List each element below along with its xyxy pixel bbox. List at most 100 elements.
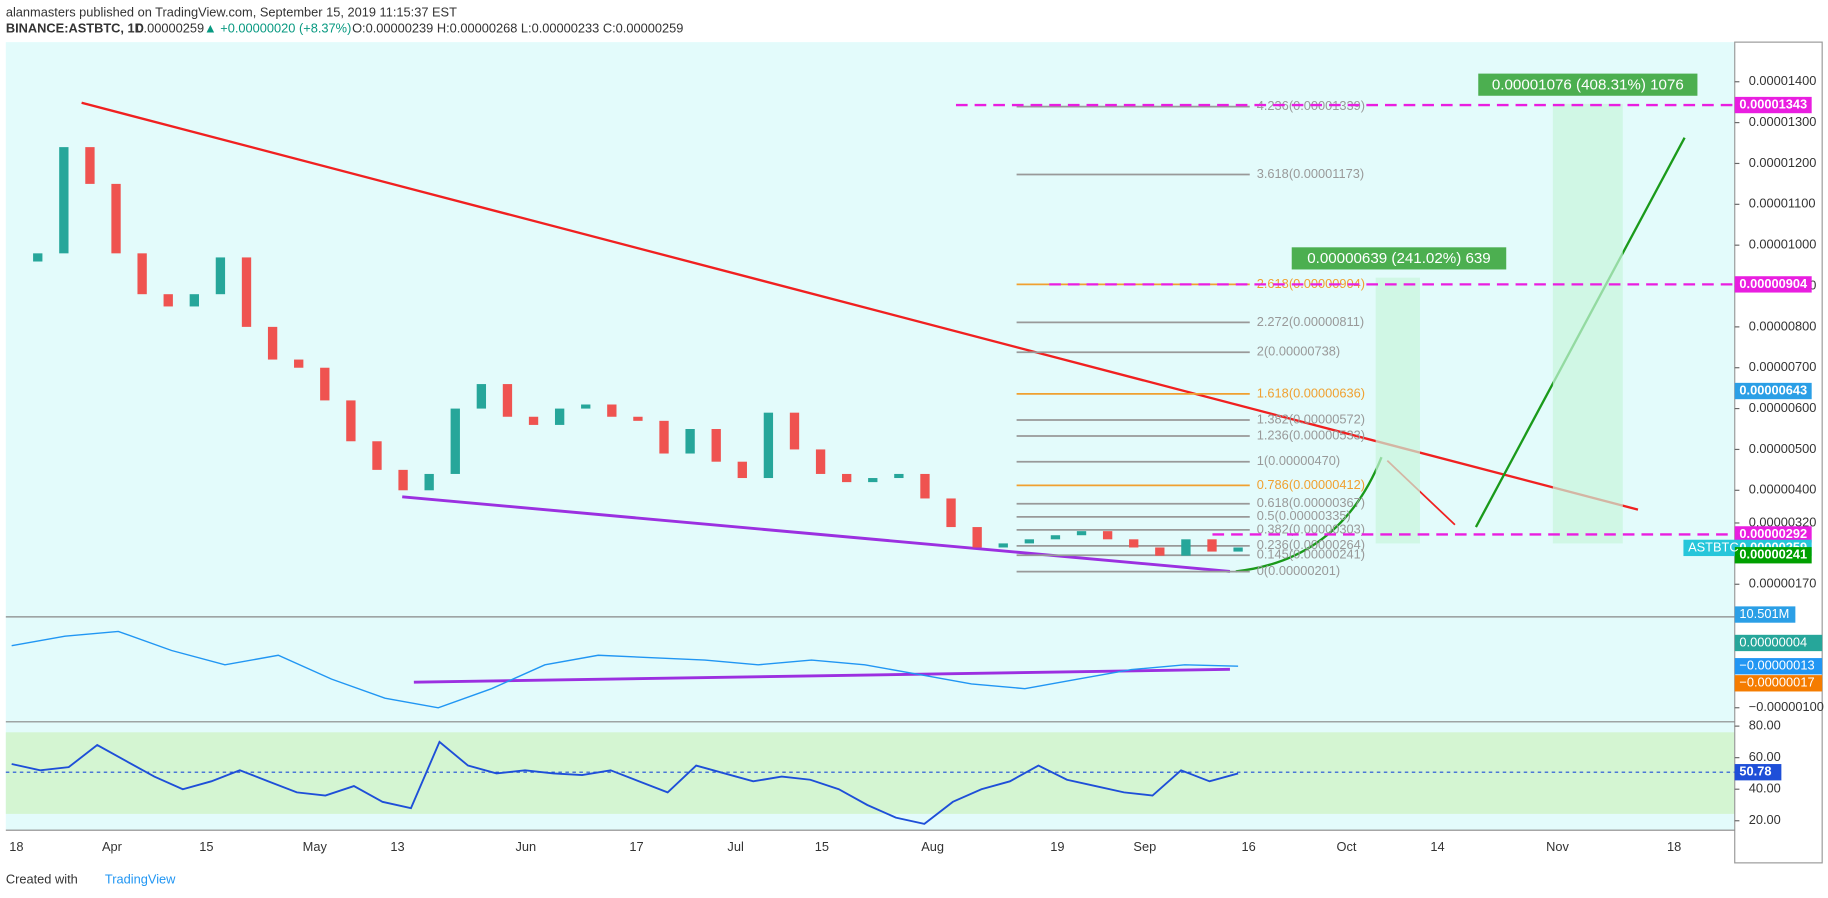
symbol-tag [1683,539,1735,557]
fib-label: 0.618(0.00000367) [1257,495,1365,510]
candle [737,461,747,479]
candle [215,257,226,295]
last: 0.00000259 [136,21,204,36]
y-tick-label: 80.00 [1749,718,1781,733]
symbol-tag-label: ASTBTC [1688,539,1739,554]
value-box-label: −0.00000013 [1739,658,1814,673]
candle [554,408,565,425]
value-box-label: 0.00000004 [1739,634,1807,649]
candle [763,412,774,479]
y-tick-label: 0.00000700 [1749,359,1817,374]
price-box [1734,547,1812,564]
x-tick-label: 18 [1667,839,1681,854]
candle [972,527,982,548]
candle [502,384,513,417]
value-box [1734,658,1823,675]
candle [894,473,904,479]
candle [946,498,956,528]
x-tick-label: 13 [390,839,404,854]
candle [1102,531,1113,540]
y-tick-label: 60.00 [1749,749,1781,764]
candle [1024,539,1035,544]
x-tick-label: 16 [1241,839,1255,854]
price-box-label: 0.00000904 [1739,276,1808,291]
price-box [1734,526,1812,543]
price-box-label: 0.00000241 [1739,547,1807,562]
value-box [1734,675,1823,692]
x-tick-label: May [303,839,328,854]
y-tick-label: 0.00001300 [1749,114,1817,129]
candle [59,147,69,254]
trendline [413,667,1230,684]
macd-line [11,630,1239,709]
x-tick-label: Jul [727,839,743,854]
y-tick-label: 0.00000800 [1749,318,1817,333]
price-box [1734,382,1812,400]
value-box [1734,634,1823,652]
y-tick-label: −0.00000100 [1749,699,1824,714]
candle [528,416,539,425]
fib-label: 1.618(0.00000636) [1257,385,1365,400]
fib-label: 0.145(0.00000241) [1257,547,1365,562]
candle [868,478,878,483]
value-box-label: −0.00000017 [1739,675,1814,690]
footer-brand[interactable]: TradingView [105,872,176,887]
x-tick-label: Jun [515,839,536,854]
arrow [1235,456,1383,573]
candle [998,543,1008,548]
price-box-label: 0.00001343 [1739,96,1807,111]
x-tick-label: Sep [1133,839,1156,854]
fib-label: 0.786(0.00000412) [1257,477,1365,492]
candle [920,473,930,499]
price-box [1734,96,1812,114]
x-tick-label: Apr [102,839,123,854]
candle [1233,547,1243,552]
candle [424,473,434,491]
candle [1050,535,1061,540]
x-tick-label: 17 [629,839,643,854]
x-tick-label: Nov [1546,839,1569,854]
price-box-label: 0.00000643 [1739,382,1807,397]
candle [1181,539,1191,556]
rsi-box [1734,764,1782,781]
candle [398,469,408,491]
candle [842,473,852,483]
chart-bg [5,42,1735,831]
target-zone [1552,103,1623,544]
rsi-box-label: 50.78 [1739,764,1771,779]
fib-label: 2(0.00000738) [1257,344,1340,359]
fib-label: 1.382(0.00000572) [1257,411,1365,426]
candle [137,253,147,295]
candle [1129,539,1139,548]
x-tick-label: 18 [9,839,23,854]
candle [659,420,669,454]
fib-label: 0(0.00000201) [1257,563,1340,578]
fib-label: 1(0.00000470) [1257,453,1340,468]
candle [294,359,304,368]
fib-label: 2.272(0.00000811) [1257,314,1364,329]
volume-label: 10.501M [1739,606,1789,621]
publisher: alanmasters published on TradingView.com… [6,4,457,19]
candle [450,408,460,474]
y-tick-label: 0.00001100 [1749,196,1816,211]
candle [111,183,121,254]
price-axis-bg [1734,41,1823,864]
y-tick-label: 0.00001400 [1749,73,1817,88]
candle [476,384,487,409]
fib-label: 0.382(0.00000303) [1257,521,1365,536]
candle [1207,539,1217,552]
candle [1155,547,1165,556]
fib-label: 0.236(0.00000264) [1257,537,1365,552]
candle [789,412,800,450]
candle [711,429,721,462]
y-tick-label: 20.00 [1749,812,1781,827]
candle [33,253,43,262]
candle [372,441,382,470]
fib-label: 3.618(0.00001173) [1257,166,1364,181]
x-tick-label: 15 [199,839,213,854]
candle [607,404,617,417]
x-tick-label: Oct [1337,839,1357,854]
callout-box [1291,247,1507,270]
x-tick-label: 14 [1430,839,1444,854]
